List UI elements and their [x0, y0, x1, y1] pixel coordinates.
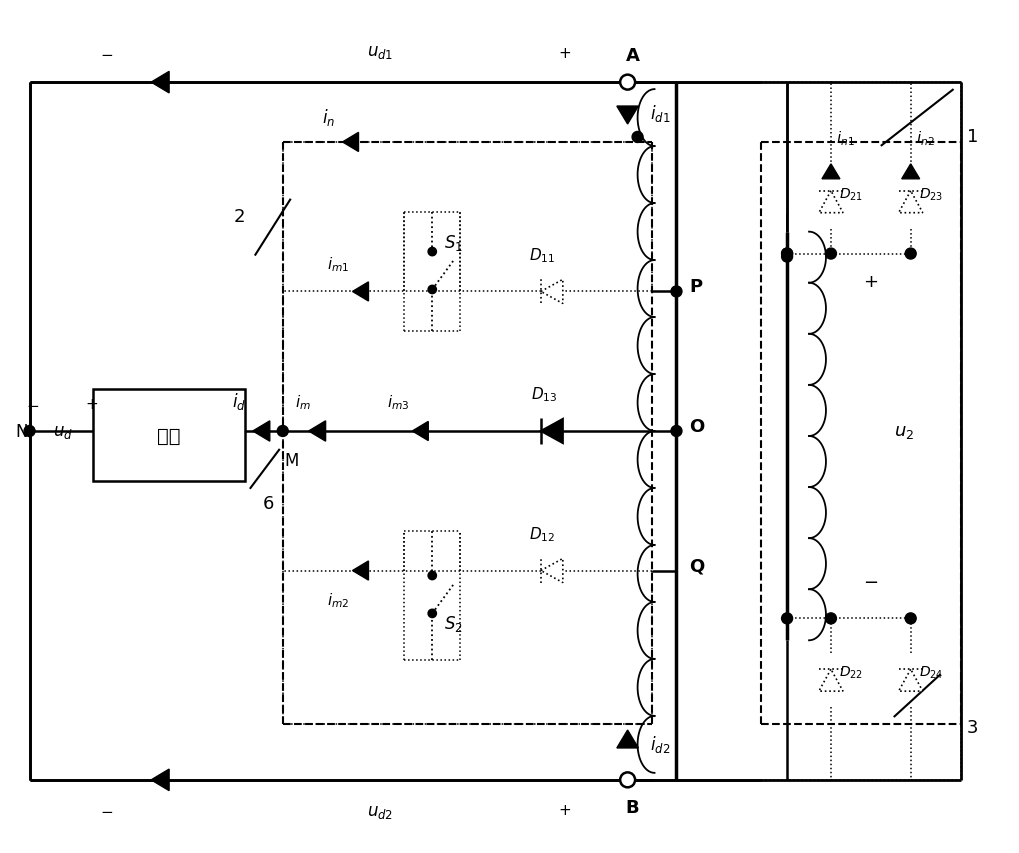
Text: $i_{n2}$: $i_{n2}$ — [916, 129, 934, 148]
Circle shape — [277, 426, 288, 437]
Polygon shape — [819, 192, 843, 213]
Circle shape — [782, 249, 793, 260]
Text: 1: 1 — [966, 128, 978, 146]
Circle shape — [782, 252, 793, 263]
Text: $S_2$: $S_2$ — [444, 613, 463, 634]
Polygon shape — [899, 670, 923, 691]
Text: $D_{23}$: $D_{23}$ — [919, 186, 943, 203]
Polygon shape — [616, 730, 638, 748]
Circle shape — [671, 426, 682, 437]
Text: $u_2$: $u_2$ — [894, 422, 914, 440]
Polygon shape — [353, 561, 369, 580]
Text: $i_m$: $i_m$ — [294, 393, 311, 411]
Text: $+$: $+$ — [85, 396, 98, 411]
Circle shape — [428, 610, 436, 618]
Text: $D_{11}$: $D_{11}$ — [529, 246, 555, 264]
Text: A: A — [626, 47, 640, 65]
Text: $+$: $+$ — [863, 273, 878, 291]
Polygon shape — [819, 670, 843, 691]
Circle shape — [825, 613, 837, 624]
Circle shape — [782, 249, 793, 260]
Text: 2: 2 — [233, 207, 245, 225]
Polygon shape — [342, 133, 359, 153]
Polygon shape — [899, 192, 923, 213]
Polygon shape — [541, 420, 562, 444]
Text: $D_{21}$: $D_{21}$ — [839, 186, 863, 203]
Text: $-$: $-$ — [100, 46, 113, 61]
Text: $D_{22}$: $D_{22}$ — [839, 664, 863, 681]
Text: $i_{d2}$: $i_{d2}$ — [649, 734, 669, 755]
Circle shape — [428, 572, 436, 580]
Text: 负载: 负载 — [157, 426, 180, 445]
Text: P: P — [690, 278, 702, 296]
Text: B: B — [626, 798, 639, 815]
Circle shape — [905, 613, 916, 624]
Polygon shape — [151, 769, 169, 791]
Polygon shape — [309, 421, 326, 442]
Circle shape — [621, 76, 635, 90]
Text: $i_{m2}$: $i_{m2}$ — [327, 591, 350, 609]
Polygon shape — [413, 422, 428, 441]
Polygon shape — [616, 107, 638, 125]
Polygon shape — [541, 280, 562, 305]
Circle shape — [825, 249, 837, 260]
Text: $+$: $+$ — [558, 802, 572, 817]
Text: O: O — [690, 417, 705, 436]
Text: N: N — [15, 422, 28, 440]
Text: $+$: $+$ — [558, 46, 572, 61]
Circle shape — [632, 132, 643, 143]
Text: $D_{24}$: $D_{24}$ — [919, 664, 944, 681]
Text: $i_{m3}$: $i_{m3}$ — [387, 393, 410, 411]
Text: $-$: $-$ — [863, 572, 878, 589]
Circle shape — [905, 249, 916, 260]
Polygon shape — [353, 282, 369, 302]
Text: $-$: $-$ — [25, 396, 39, 411]
Polygon shape — [151, 73, 169, 94]
Text: $i_d$: $i_d$ — [232, 391, 246, 411]
Text: $D_{12}$: $D_{12}$ — [529, 525, 555, 543]
Text: $i_{n1}$: $i_{n1}$ — [836, 129, 855, 148]
Text: $i_n$: $i_n$ — [322, 107, 335, 128]
Circle shape — [428, 286, 436, 294]
FancyBboxPatch shape — [94, 390, 245, 481]
Circle shape — [671, 287, 682, 298]
Text: $S_1$: $S_1$ — [444, 232, 464, 252]
Text: Q: Q — [690, 557, 705, 575]
Polygon shape — [822, 165, 840, 180]
Text: $i_{m1}$: $i_{m1}$ — [327, 256, 350, 274]
Text: $u_{d2}$: $u_{d2}$ — [367, 802, 393, 820]
Circle shape — [24, 426, 35, 437]
Polygon shape — [253, 421, 270, 442]
Circle shape — [428, 248, 436, 257]
Text: $D_{13}$: $D_{13}$ — [531, 385, 557, 403]
Text: $u_d$: $u_d$ — [53, 422, 73, 440]
Text: 6: 6 — [263, 494, 274, 512]
Text: $u_{d1}$: $u_{d1}$ — [367, 44, 393, 61]
Text: $-$: $-$ — [100, 802, 113, 817]
Circle shape — [621, 773, 635, 787]
Circle shape — [782, 613, 793, 624]
Text: $i_{d1}$: $i_{d1}$ — [649, 102, 669, 124]
Text: M: M — [284, 451, 300, 469]
Text: 3: 3 — [966, 718, 978, 736]
Polygon shape — [902, 165, 920, 180]
Polygon shape — [541, 559, 562, 583]
